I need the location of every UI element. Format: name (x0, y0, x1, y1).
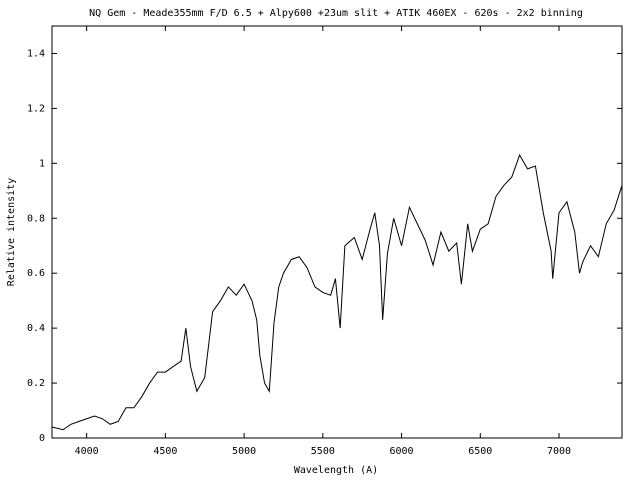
x-tick-label: 4000 (75, 446, 99, 457)
x-tick-label: 5500 (311, 446, 335, 457)
x-tick-label: 4500 (153, 446, 177, 457)
y-tick-label: 0.6 (27, 268, 45, 279)
y-tick-label: 0.4 (27, 323, 45, 334)
x-tick-label: 6500 (468, 446, 492, 457)
y-tick-label: 0.8 (27, 213, 45, 224)
plot-frame (51, 25, 623, 439)
x-tick-label: 6000 (390, 446, 414, 457)
x-tick-label: 7000 (547, 446, 571, 457)
x-tick-label: 5000 (232, 446, 256, 457)
x-axis-label: Wavelength (A) (294, 465, 378, 476)
y-tick-label: 1 (39, 158, 45, 169)
y-tick-label: 1.4 (27, 48, 45, 59)
y-tick-label: 0 (39, 433, 45, 444)
spectrum-line (51, 153, 623, 431)
y-tick-label: 0.2 (27, 378, 45, 389)
chart-title: NQ Gem - Meade355mm F/D 6.5 + Alpy600 +2… (89, 8, 583, 19)
y-axis-label: Relative intensity (6, 178, 17, 286)
y-tick-label: 1.2 (27, 103, 45, 114)
